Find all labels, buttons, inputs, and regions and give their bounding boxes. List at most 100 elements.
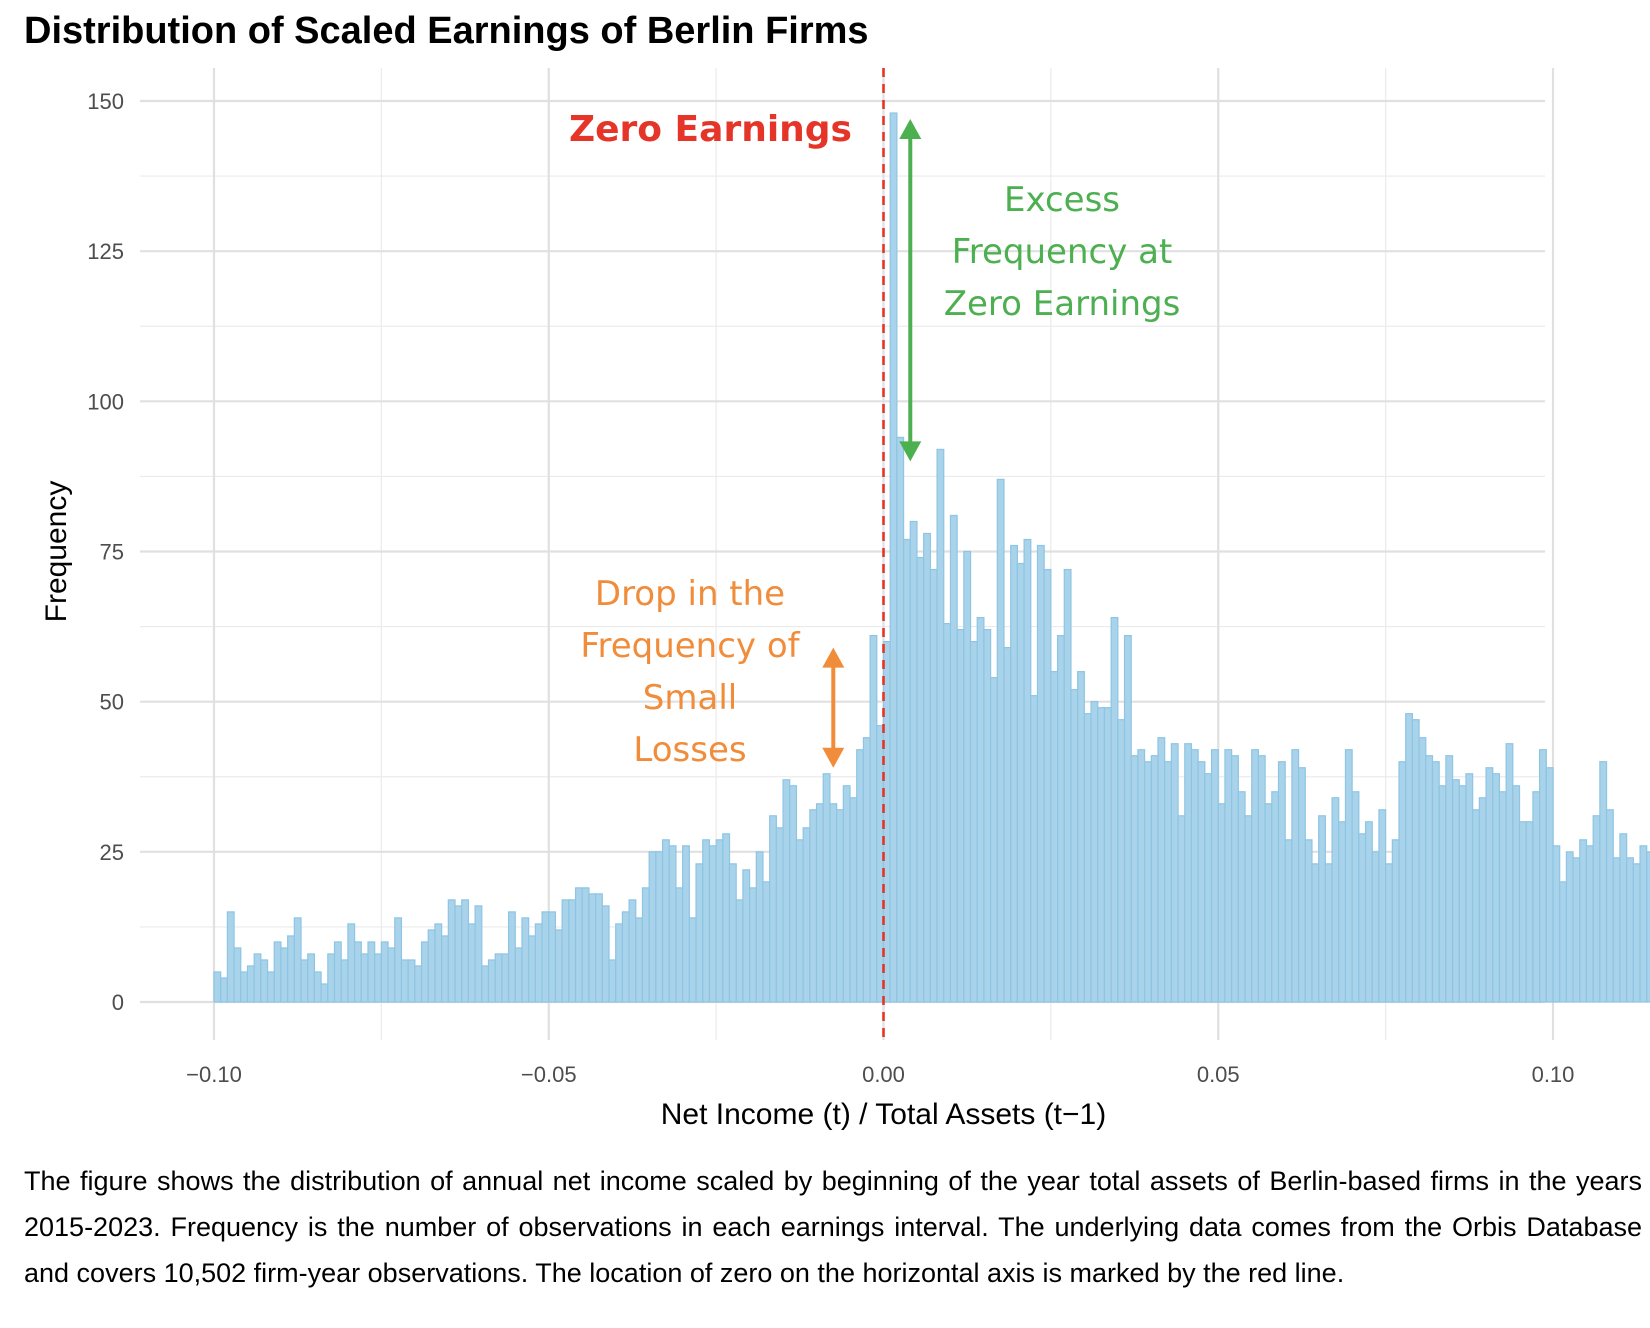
histogram-bar xyxy=(574,887,583,1003)
y-axis-title: Frequency xyxy=(40,481,73,623)
histogram-bar xyxy=(1592,815,1601,1003)
y-tick-label: 150 xyxy=(87,89,124,114)
histogram-bar xyxy=(374,953,382,1003)
histogram-bar xyxy=(400,959,409,1003)
histogram-bar xyxy=(1605,809,1614,1003)
histogram-bar xyxy=(1344,749,1353,1003)
histogram-bar xyxy=(367,941,376,1003)
chart-title: Distribution of Scaled Earnings of Berli… xyxy=(24,10,869,52)
histogram-bar xyxy=(494,953,503,1003)
histogram-bar xyxy=(1130,755,1139,1003)
histogram-bar xyxy=(869,634,878,1003)
histogram-bar xyxy=(1458,785,1467,1003)
histogram-bar xyxy=(608,959,617,1003)
histogram-bar xyxy=(1572,857,1581,1003)
histogram-bar xyxy=(1539,749,1547,1003)
histogram-bar xyxy=(735,899,744,1003)
histogram-bar xyxy=(1639,845,1648,1003)
histogram-bar xyxy=(1244,815,1253,1003)
histogram-bar xyxy=(394,917,403,1003)
histogram-bar xyxy=(347,923,356,1003)
histogram-bar xyxy=(240,971,249,1003)
histogram-bar xyxy=(1277,761,1286,1003)
histogram-bar xyxy=(1090,701,1099,1003)
histogram-bar xyxy=(1304,839,1313,1003)
histogram-bar xyxy=(1077,671,1085,1003)
histogram-bar xyxy=(1485,767,1494,1003)
histogram-bar xyxy=(1170,743,1179,1003)
histogram-bar xyxy=(708,845,717,1003)
histogram-bar xyxy=(327,953,336,1003)
histogram-bar xyxy=(695,863,704,1003)
y-tick-label: 125 xyxy=(87,239,124,264)
histogram-bar xyxy=(1204,773,1213,1003)
histogram-bar xyxy=(1351,791,1360,1003)
x-tick-label: 0.10 xyxy=(1532,1062,1575,1087)
histogram-bar xyxy=(1184,743,1193,1003)
histogram-bar xyxy=(668,845,677,1003)
histogram-bar xyxy=(407,959,416,1003)
histogram-bar xyxy=(856,749,865,1003)
histogram-bar xyxy=(1251,749,1260,1003)
histogram-bar xyxy=(748,887,757,1003)
histogram-bar xyxy=(260,959,269,1003)
histogram-bar xyxy=(1331,797,1340,1003)
histogram-bar xyxy=(1036,544,1045,1003)
drop-annotation-line: Losses xyxy=(633,730,746,770)
histogram-bar xyxy=(722,833,731,1003)
histogram-bar xyxy=(983,628,992,1003)
histogram-bar xyxy=(1144,761,1152,1003)
histogram-bar xyxy=(1030,695,1039,1003)
histogram-bar xyxy=(1565,851,1574,1003)
zero-earnings-label: Zero Earnings xyxy=(569,109,852,150)
histogram-bar xyxy=(1043,568,1052,1003)
histogram-bar xyxy=(702,839,711,1003)
histogram-bar xyxy=(1264,803,1273,1003)
histogram-bar xyxy=(1110,616,1119,1003)
drop-annotation-line: Small xyxy=(643,678,737,718)
drop-arrow-head-up xyxy=(822,647,845,668)
histogram-bar xyxy=(976,616,985,1003)
histogram-bar xyxy=(648,851,657,1003)
histogram-bar xyxy=(266,971,275,1003)
histogram-bar xyxy=(387,947,396,1003)
histogram-chart: 0 25 50 75 100 125 150 −0.10 −0.05 0.00 0.05 0.10 Z… xyxy=(40,68,1650,1131)
histogram-bar xyxy=(427,929,436,1003)
histogram-bar xyxy=(554,929,563,1003)
histogram-bar xyxy=(916,556,925,1003)
histogram-bar xyxy=(1157,737,1166,1003)
histogram-bar xyxy=(996,478,1005,1003)
histogram-bar xyxy=(246,965,255,1003)
x-tick-label: −0.10 xyxy=(186,1062,242,1087)
histogram-bar xyxy=(1338,821,1347,1003)
histogram-bar xyxy=(293,917,302,1003)
histogram-bar xyxy=(1405,713,1414,1003)
histogram-bar xyxy=(313,971,322,1003)
y-tick-label: 100 xyxy=(87,389,124,414)
histogram-bar xyxy=(1010,544,1019,1003)
histogram-bar xyxy=(467,923,476,1003)
histogram-bar xyxy=(1257,755,1266,1003)
histogram-bar xyxy=(775,827,784,1003)
histogram-bar xyxy=(1164,761,1172,1003)
histogram-bar xyxy=(1297,767,1306,1003)
histogram-bar xyxy=(862,737,871,1003)
histogram-bar xyxy=(1492,773,1501,1003)
drop-annotation-line: Frequency of xyxy=(580,626,800,666)
histogram-bar xyxy=(1532,791,1541,1003)
histogram-bar xyxy=(688,917,697,1003)
histogram-bar xyxy=(1123,634,1132,1003)
histogram-bar xyxy=(434,923,443,1003)
histogram-bar xyxy=(1117,719,1126,1003)
histogram-bar xyxy=(420,941,429,1003)
histogram-bar xyxy=(1231,755,1239,1003)
histogram-bar xyxy=(320,983,329,1003)
histogram-bar xyxy=(1097,707,1106,1003)
histogram-bar xyxy=(1150,755,1159,1003)
histogram-bar xyxy=(936,448,945,1003)
histogram-bar xyxy=(909,520,918,1003)
histogram-bar xyxy=(1056,634,1065,1003)
histogram-bar xyxy=(1552,845,1561,1003)
histogram-bar xyxy=(300,959,309,1003)
histogram-bar xyxy=(815,803,824,1003)
